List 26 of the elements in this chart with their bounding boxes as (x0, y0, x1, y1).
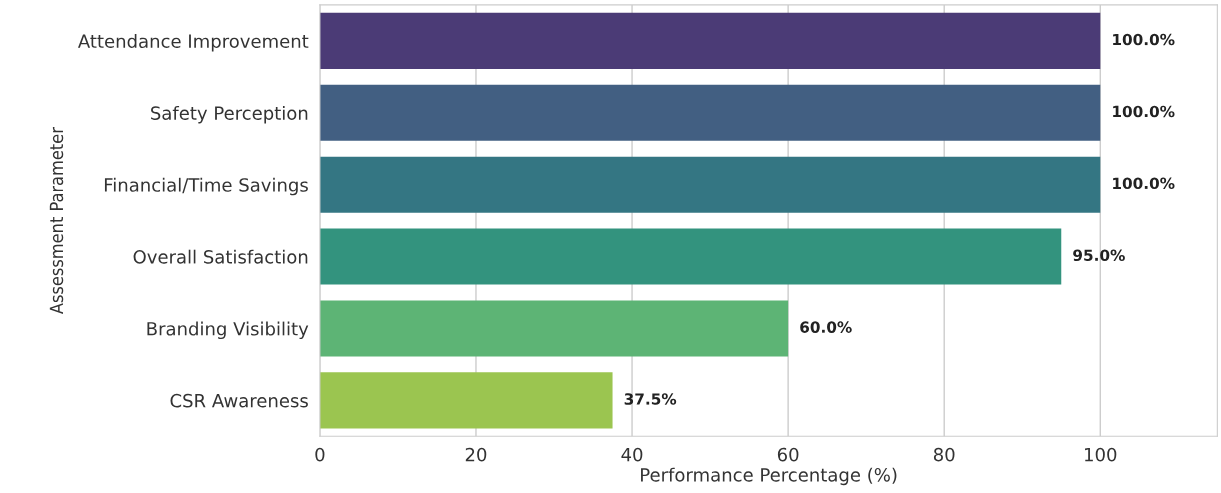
x-tick-label: 20 (465, 447, 487, 462)
y-tick-label: Branding Visibility (147, 321, 309, 340)
bar (319, 372, 613, 429)
x-tick-label: 0 (315, 447, 325, 462)
y-tick-label: Financial/Time Savings (104, 177, 308, 196)
data-label: 60.0% (800, 321, 852, 333)
data-label: 37.5% (624, 393, 677, 405)
bar (319, 156, 1101, 213)
x-tick-label: 80 (933, 447, 955, 462)
data-label: 100.0% (1113, 105, 1175, 118)
data-label: 100.0% (1113, 177, 1175, 190)
data-label: 95.0% (1073, 249, 1125, 261)
y-tick-label: CSR Awareness (170, 393, 308, 408)
y-tick-label: Overall Satisfaction (133, 249, 308, 264)
x-axis-title: Performance Percentage (%) (641, 467, 897, 486)
x-tick-label: 100 (1085, 447, 1117, 462)
x-tick-label: 60 (777, 447, 799, 462)
bar (319, 228, 1062, 285)
bar (319, 84, 1101, 141)
y-tick-label: Safety Perception (151, 105, 308, 124)
y-axis-title: Assessment Parameter (49, 127, 64, 315)
y-tick-label: Attendance Improvement (77, 34, 309, 52)
x-tick-label: 40 (621, 447, 643, 462)
data-label: 100.0% (1113, 33, 1175, 46)
bar (319, 12, 1101, 69)
bar (319, 300, 789, 357)
